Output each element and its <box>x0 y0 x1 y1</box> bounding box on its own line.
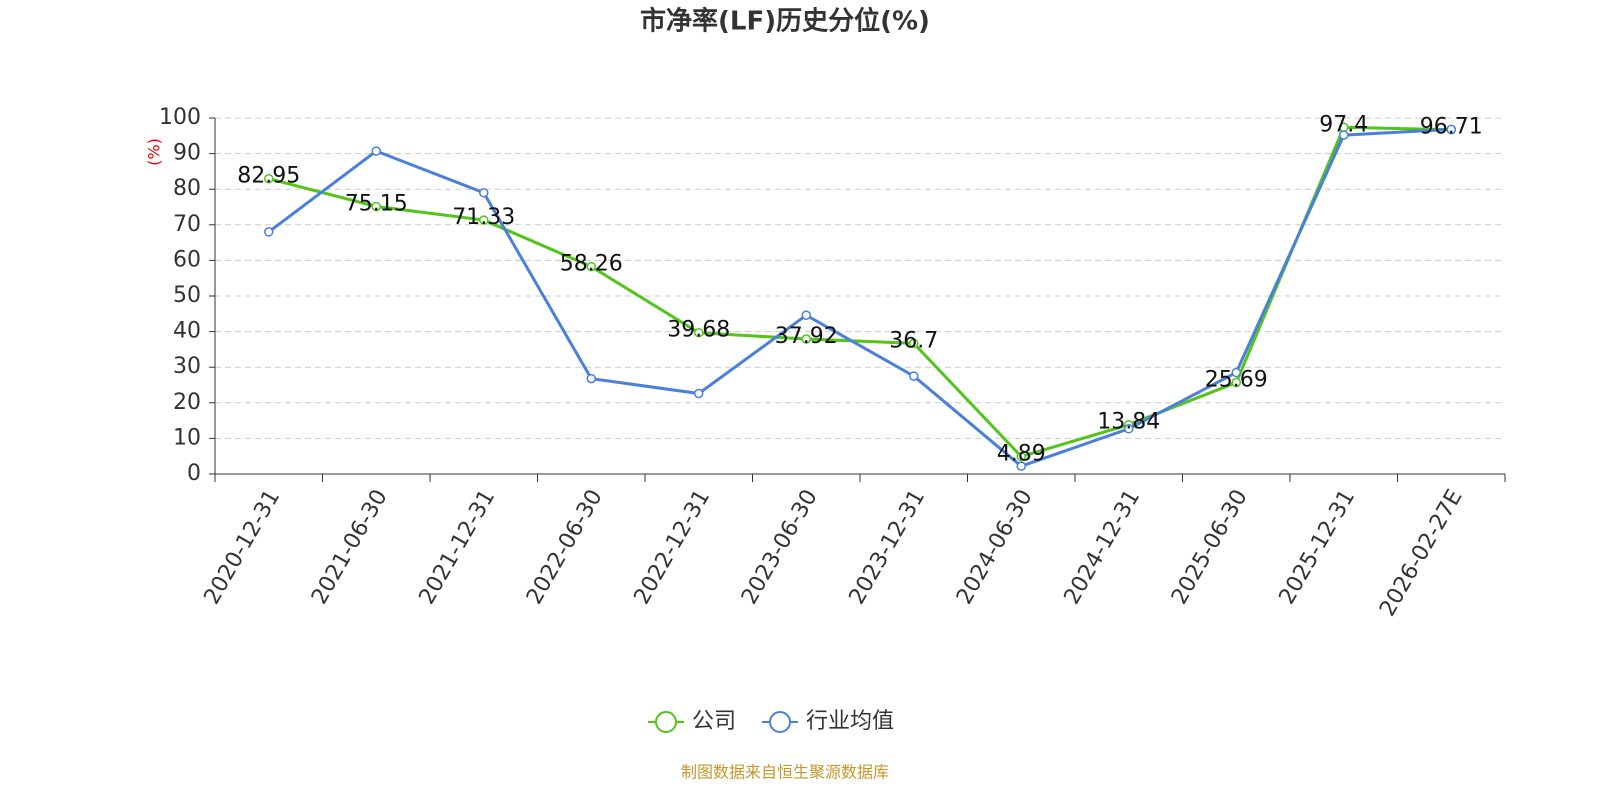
legend-marker <box>769 711 792 733</box>
data-label: 97.4 <box>1319 112 1368 137</box>
legend-label: 行业均值 <box>806 709 894 734</box>
point <box>371 201 381 212</box>
x-tick-label: 2024-12-31 <box>1060 486 1146 609</box>
point <box>694 388 704 399</box>
point <box>586 373 596 384</box>
point <box>909 338 919 349</box>
y-tick-label: 40 <box>173 319 201 344</box>
data-label: 75.15 <box>345 191 408 216</box>
y-tick-label: 90 <box>173 141 201 166</box>
data-label: 36.7 <box>889 328 938 353</box>
point <box>479 188 489 198</box>
x-tick-label: 2022-06-30 <box>522 486 608 609</box>
data-label: 58.26 <box>560 252 623 277</box>
data-label: 82.95 <box>237 164 300 189</box>
point <box>1124 424 1134 434</box>
data-label: 96.71 <box>1420 115 1483 140</box>
y-tick-label: 70 <box>173 212 201 237</box>
point <box>801 334 811 344</box>
x-tick-label: 2023-06-30 <box>737 486 823 609</box>
chart-title: 市净率(LF)历史分位(%) <box>640 6 930 37</box>
point <box>264 227 274 237</box>
point <box>479 215 489 225</box>
x-tick-label: 2022-12-31 <box>630 486 716 609</box>
data-label: 71.33 <box>452 205 515 230</box>
y-tick-label: 50 <box>173 283 201 308</box>
x-tick-label: 2025-06-30 <box>1167 486 1253 609</box>
point <box>1339 130 1349 140</box>
point <box>586 261 596 272</box>
y-tick-label: 80 <box>173 176 201 201</box>
point <box>1231 377 1241 388</box>
y-tick-label: 100 <box>159 105 201 130</box>
point <box>1016 461 1026 471</box>
y-tick-label: 10 <box>173 425 201 450</box>
y-tick-label: 20 <box>173 390 201 415</box>
y-axis-label: (%) <box>145 138 164 166</box>
point <box>264 173 274 184</box>
x-tick-label: 2021-06-30 <box>307 486 393 609</box>
point <box>1231 367 1241 378</box>
point <box>1446 124 1456 135</box>
series-line <box>267 127 1452 468</box>
legend-label: 公司 <box>692 709 736 734</box>
y-tick-label: 0 <box>187 461 201 486</box>
x-tick-label: 2021-12-31 <box>415 486 501 609</box>
source-note: 制图数据来自恒生聚源数据库 <box>681 763 889 782</box>
y-tick-label: 60 <box>173 247 201 272</box>
x-tick-label: 2020-12-31 <box>200 486 286 609</box>
point <box>909 371 919 381</box>
point <box>371 146 381 156</box>
data-label: 25.69 <box>1205 368 1268 393</box>
data-label: 39.68 <box>667 318 730 343</box>
point <box>801 310 811 320</box>
x-tick-label: 2024-06-30 <box>952 486 1038 609</box>
data-label: 13.84 <box>1097 410 1160 435</box>
x-tick-label: 2023-12-31 <box>845 486 931 609</box>
x-tick-label: 2026-02-27E <box>1375 486 1468 621</box>
data-label: 4.89 <box>997 442 1046 467</box>
legend-marker <box>655 711 677 733</box>
data-label: 37.92 <box>775 324 838 349</box>
y-tick-label: 30 <box>173 354 201 379</box>
x-tick-label: 2025-12-31 <box>1275 486 1361 609</box>
series-line <box>268 125 1452 459</box>
point <box>1016 451 1026 462</box>
point <box>694 327 704 338</box>
